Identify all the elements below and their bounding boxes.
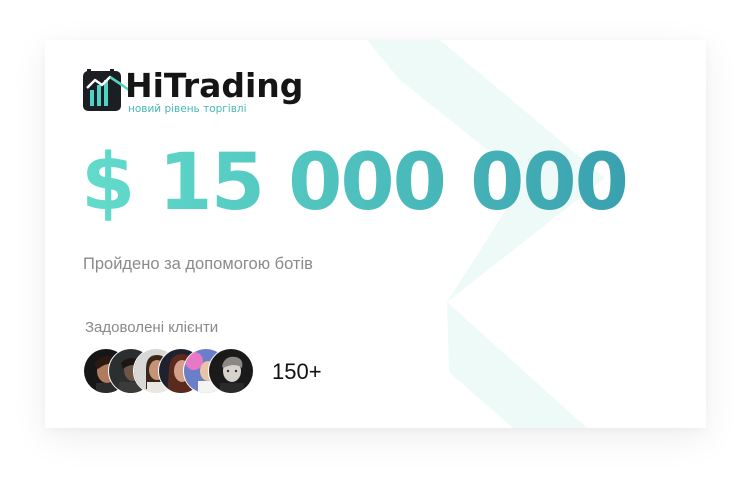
background-chevron-decoration xyxy=(367,40,605,428)
clients-count: 150+ xyxy=(272,359,322,384)
brand-logo[interactable]: HiTrading новий рівень торгівлі xyxy=(82,66,304,116)
stats-card: HiTrading новий рівень торгівлі $ 15 000… xyxy=(45,40,706,428)
brand-tagline: новий рівень торгівлі xyxy=(128,103,247,115)
total-amount: $ 15 000 000 xyxy=(81,138,629,228)
brand-name: HiTrading xyxy=(125,66,304,105)
client-avatar xyxy=(208,348,254,394)
client-avatars xyxy=(83,348,263,398)
trading-chart-logo-icon xyxy=(83,69,130,111)
amount-description: Пройдено за допомогою ботів xyxy=(83,255,313,273)
clients-label: Задоволені клієнти xyxy=(85,319,219,336)
